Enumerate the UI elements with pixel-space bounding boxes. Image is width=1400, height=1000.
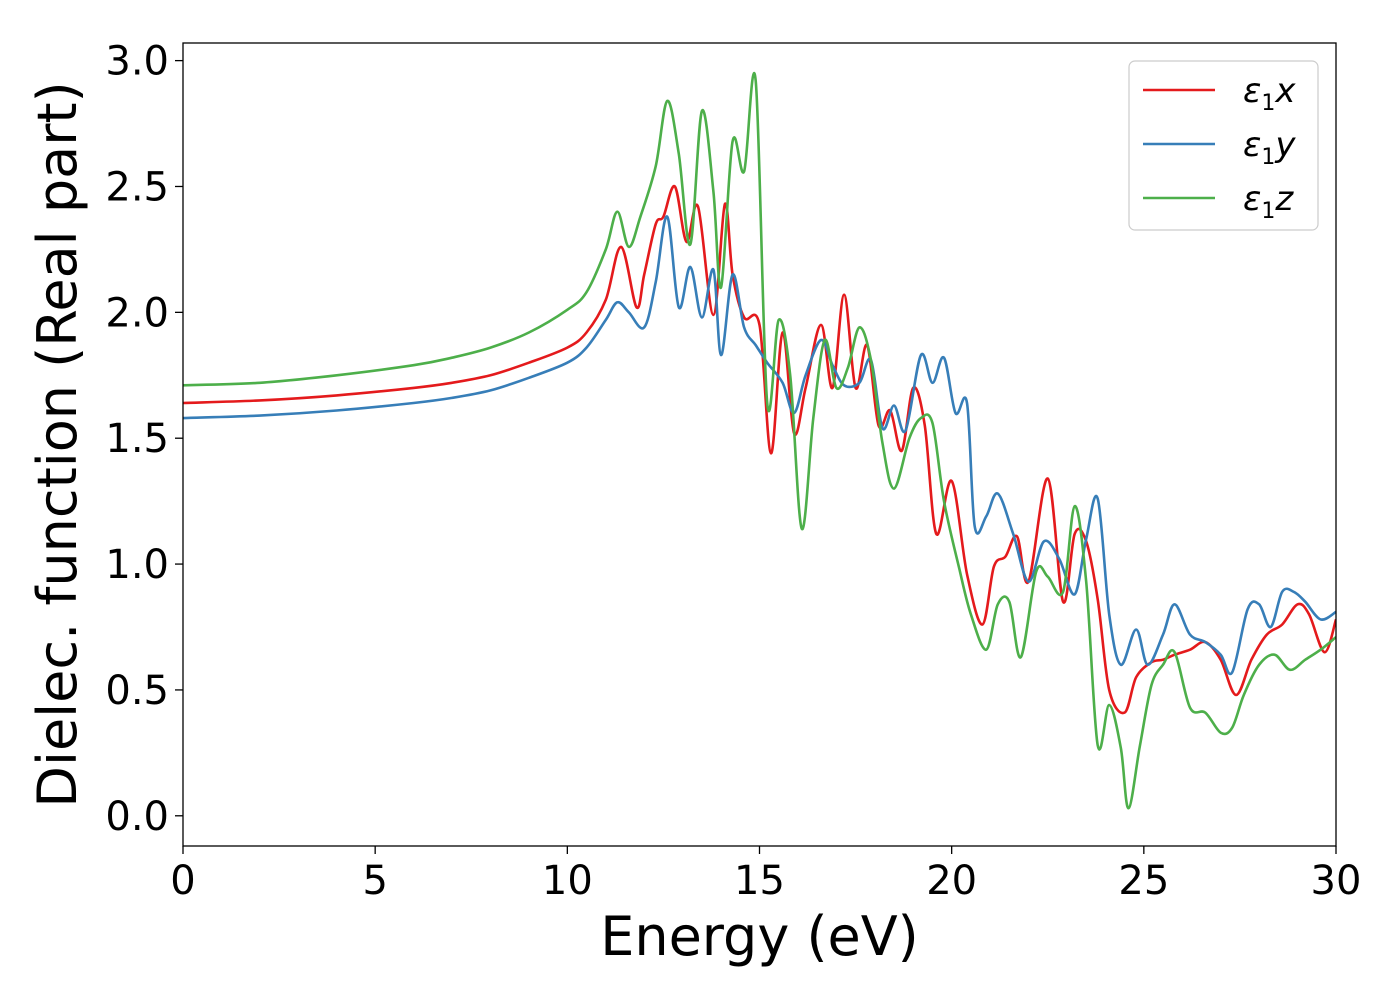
series-line-z [183, 71, 1336, 810]
x-tick-label: 25 [1118, 858, 1169, 904]
legend: ε1x ε1y ε1z [1128, 60, 1319, 231]
y-tick-label: 0.0 [105, 794, 169, 840]
legend-box [1128, 60, 1319, 231]
series-layer [183, 71, 1336, 810]
x-tick-label: 20 [926, 858, 977, 904]
y-tick-label: 3.0 [105, 39, 169, 85]
y-axis-label: Dielec. function (Real part) [26, 81, 89, 807]
ticks-layer: 0 5 10 15 20 25 30 0.0 0.5 1.0 1.5 2.0 2.5 3.0 [105, 39, 1361, 904]
x-tick-label: 0 [170, 858, 195, 904]
x-tick-label: 10 [542, 858, 593, 904]
y-tick-label: 1.5 [105, 416, 169, 462]
x-tick-label: 5 [362, 858, 387, 904]
legend-entry-z: ε1z [1243, 179, 1294, 224]
legend-entry-y: ε1y [1243, 125, 1296, 170]
x-axis-label: Energy (eV) [600, 905, 919, 968]
y-tick-label: 0.5 [105, 668, 169, 714]
y-tick-label: 2.5 [105, 164, 169, 210]
y-tick-label: 2.0 [105, 290, 169, 336]
legend-entry-x: ε1x [1243, 71, 1296, 116]
x-tick-label: 30 [1311, 858, 1362, 904]
x-tick-label: 15 [734, 858, 785, 904]
y-tick-label: 1.0 [105, 542, 169, 588]
series-line-y [183, 215, 1336, 676]
